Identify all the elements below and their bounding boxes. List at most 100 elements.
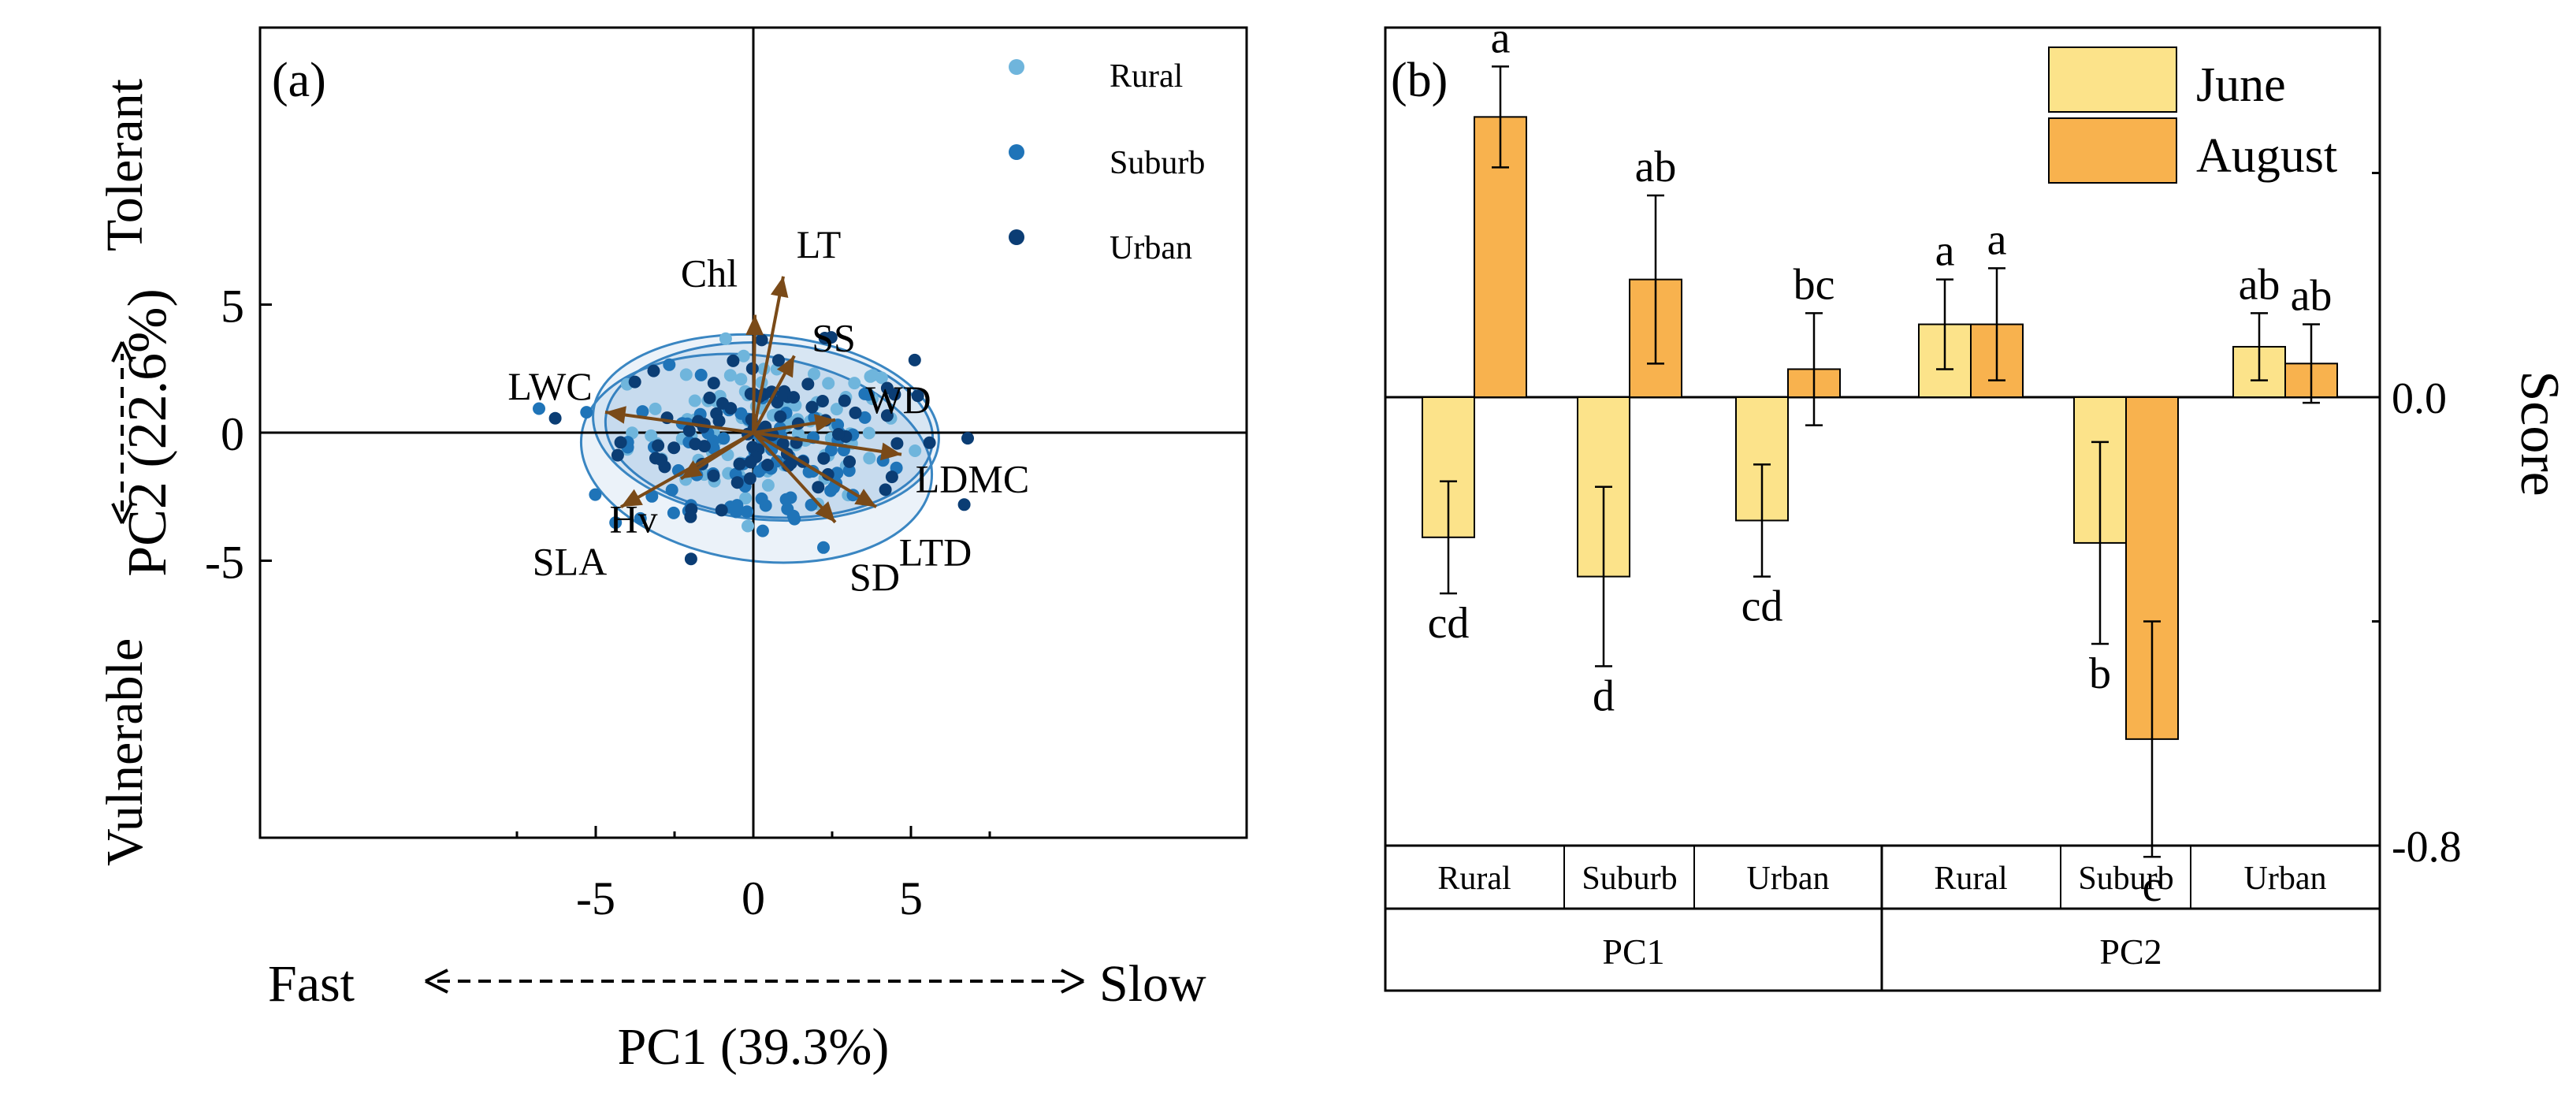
scatter-point-urban bbox=[816, 395, 829, 407]
scatter-point-urban bbox=[548, 411, 562, 425]
significance-letter: bc bbox=[1794, 260, 1835, 309]
legend-label-june: June bbox=[2196, 58, 2286, 112]
loading-label-ltd: LTD bbox=[899, 530, 972, 574]
scatter-point-suburb bbox=[717, 432, 730, 445]
y-tick-label-right: -0.8 bbox=[2392, 823, 2462, 872]
scatter-point-urban bbox=[890, 437, 904, 450]
scatter-point-suburb bbox=[667, 506, 680, 519]
panel-b-label: (b) bbox=[1391, 54, 1448, 107]
legend-label-rural: Rural bbox=[1110, 58, 1183, 95]
scatter-point-rural bbox=[808, 367, 820, 381]
loading-arrow-sla bbox=[620, 431, 754, 508]
legend-marker-rural bbox=[1009, 59, 1024, 75]
scatter-point-urban bbox=[957, 498, 971, 511]
scatter-point-suburb bbox=[645, 489, 659, 503]
scatter-point-suburb bbox=[533, 402, 545, 415]
loading-arrowhead-ltd bbox=[854, 489, 876, 508]
y-axis-vulnerable-label: Vulnerable bbox=[96, 638, 154, 866]
scatter-point-rural bbox=[848, 377, 861, 390]
x-tick-label: 0 bbox=[742, 872, 765, 924]
x-axis-arrowhead-right bbox=[1061, 969, 1084, 994]
scatter-point-rural bbox=[863, 452, 876, 465]
table-subgroup-label: Urban bbox=[2244, 861, 2327, 897]
scatter-point-suburb bbox=[609, 516, 623, 530]
scatter-point-suburb bbox=[755, 492, 768, 505]
scatter-point-rural bbox=[645, 429, 658, 442]
x-axis-slow-label: Slow bbox=[1099, 955, 1206, 1013]
scatter-point-urban bbox=[689, 437, 702, 451]
scatter-point-suburb bbox=[694, 368, 708, 381]
significance-letter: ab bbox=[2291, 272, 2333, 321]
y-axis-annotation-group: Tolerant Vulnerable bbox=[96, 79, 154, 866]
loading-arrow-sd bbox=[752, 431, 837, 524]
x-axis-title: PC1 (39.3%) bbox=[618, 1018, 890, 1076]
scatter-point-suburb bbox=[756, 524, 769, 537]
scatter-point-rural bbox=[830, 403, 843, 416]
score-title-group: Score bbox=[2509, 370, 2570, 496]
scatter-point-urban bbox=[888, 388, 901, 401]
scatter-point-rural bbox=[909, 444, 922, 457]
scatter-point-suburb bbox=[858, 411, 872, 424]
scatter-point-urban bbox=[755, 333, 768, 347]
scatter-point-urban bbox=[730, 476, 744, 489]
panel-a-label: (a) bbox=[272, 54, 326, 107]
legend-label-urban: Urban bbox=[1110, 230, 1192, 266]
scatter-point-urban bbox=[744, 456, 757, 469]
scatter-point-urban bbox=[761, 459, 775, 471]
scatter-point-urban bbox=[703, 391, 716, 404]
loading-arrowhead-sd bbox=[815, 501, 835, 522]
significance-letter: a bbox=[1987, 215, 2007, 264]
scatter-point-urban bbox=[667, 441, 681, 455]
scatter-point-suburb bbox=[634, 511, 647, 525]
loading-arrowhead-lwc bbox=[605, 406, 626, 424]
scatter-point-urban bbox=[824, 331, 838, 344]
scatter-point-suburb bbox=[734, 407, 748, 420]
legend-label-august: August bbox=[2196, 129, 2337, 183]
scatter-point-urban bbox=[647, 364, 660, 377]
scatter-point-rural bbox=[734, 373, 748, 386]
loading-arrowhead-ss bbox=[776, 355, 794, 378]
table-subgroup-label: Suburb bbox=[2078, 861, 2173, 897]
table-subgroup-label: Suburb bbox=[1582, 861, 1677, 897]
scatter-point-urban bbox=[655, 453, 667, 467]
category-table: Rural Suburb Urban Rural Suburb Urban PC… bbox=[1385, 846, 2380, 991]
significance-letter: cd bbox=[1428, 599, 1470, 648]
y-axis-arrowhead-down bbox=[111, 503, 133, 524]
loading-arrowhead-wd bbox=[813, 414, 835, 432]
scatter-point-urban bbox=[961, 432, 974, 445]
legend-label-suburb: Suburb bbox=[1110, 145, 1205, 181]
scatter-point-urban bbox=[801, 377, 815, 391]
significance-letter: ab bbox=[1635, 143, 1677, 192]
scatter-point-urban bbox=[684, 510, 697, 523]
loading-arrowhead-sla bbox=[621, 489, 643, 508]
scatter-point-rural bbox=[822, 377, 835, 390]
scatter-point-urban bbox=[684, 552, 697, 566]
loading-label-sd: SD bbox=[849, 555, 900, 599]
loading-arrow-ltd bbox=[752, 431, 878, 508]
scatter-point-rural bbox=[723, 369, 737, 382]
scatter-point-suburb bbox=[589, 488, 602, 501]
scatter-point-rural bbox=[761, 478, 775, 492]
table-group-label-pc2: PC2 bbox=[2099, 932, 2162, 972]
scatter-point-suburb bbox=[786, 509, 800, 522]
significance-letter: a bbox=[1935, 227, 1955, 276]
scatter-point-urban bbox=[771, 396, 784, 409]
loading-arrow-ldmc bbox=[753, 431, 902, 456]
y-tick-label: 5 bbox=[221, 281, 244, 333]
scatter-point-rural bbox=[649, 402, 662, 415]
table-subgroup-label: Rural bbox=[1437, 861, 1511, 897]
panel-b-legend: June August bbox=[2048, 46, 2337, 184]
scatter-point-urban bbox=[923, 436, 936, 449]
scatter-point-urban bbox=[843, 455, 856, 468]
scatter-point-urban bbox=[682, 424, 696, 437]
significance-letter: a bbox=[1491, 13, 1511, 62]
loading-label-ldmc: LDMC bbox=[916, 457, 1029, 501]
loading-label-sla: SLA bbox=[533, 539, 607, 583]
scatter-point-suburb bbox=[741, 505, 753, 519]
loading-label-ss: SS bbox=[812, 316, 856, 360]
scatter-point-urban bbox=[727, 354, 740, 367]
